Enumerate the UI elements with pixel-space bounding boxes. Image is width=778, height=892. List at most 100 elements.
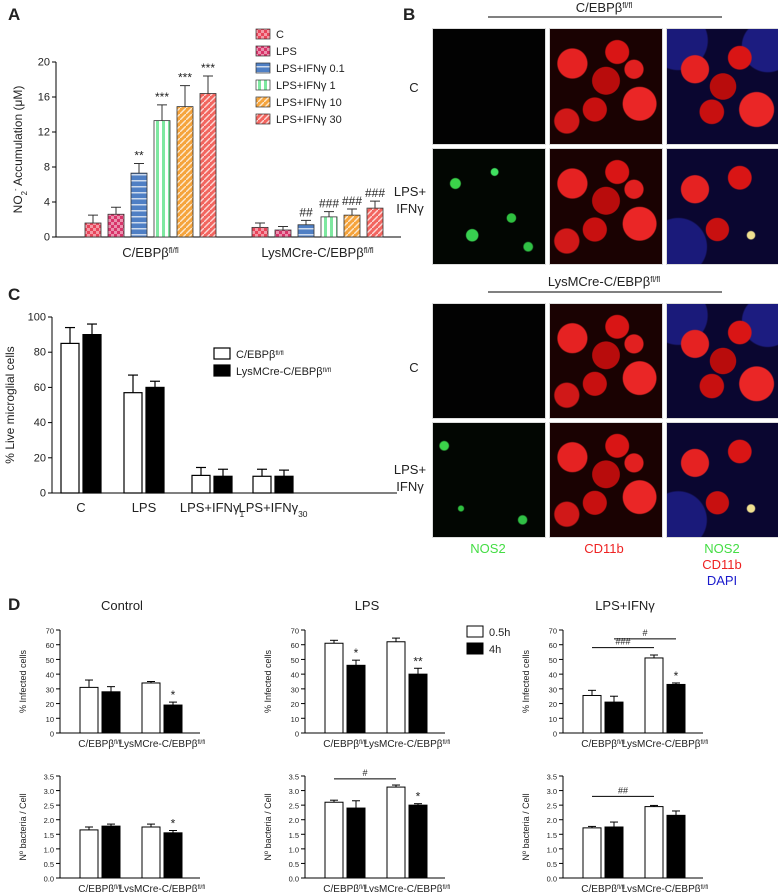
y-tick-label: 0 [40,488,46,500]
category-label: LysMCre-C/EBPβfl/fl [622,884,708,892]
legend-swatch [466,625,484,638]
y-tick-label: 0 [295,730,299,739]
bar-d1-0-1 [141,682,161,734]
micrograph-c-merge-top [666,28,778,145]
y-tick-label: 2.5 [44,802,54,811]
y-tick-label: 1.5 [289,831,299,840]
bar-d2-1-1 [408,673,428,734]
y-tick-label: 2.5 [289,802,299,811]
y-tick-label: 1.0 [44,845,54,854]
y-tick-label: 0.0 [547,875,557,884]
panel-b-header-top: C/EBPβfl/fl [576,0,633,15]
bar-d5-1-0 [346,807,366,879]
y-tick-label: 2.0 [547,816,557,825]
bar-d4-0-0 [79,829,99,879]
y-tick-label: 0 [553,730,557,739]
y-tick-label: 60 [46,641,54,650]
bar-a-0-0 [84,222,102,238]
bar-d1-1-1 [163,704,183,734]
category-label: LPS [132,500,157,515]
category-label: LPS+IFNγ1 [180,500,245,519]
y-tick-label: 20 [549,700,557,709]
y-tick-label: 0 [50,730,54,739]
legend-label: 4h [489,644,501,656]
y-tick-label: 3.5 [547,773,557,782]
row-label-c-bottom: C [409,360,418,375]
y-axis-title: % Live microglial cells [3,346,17,463]
y-tick-label: 100 [28,312,46,324]
panel-letter-d: D [8,595,20,614]
micrograph-c-cd11b-top [549,28,663,145]
y-tick-label: 60 [291,641,299,650]
y-tick-label: 40 [291,671,299,680]
bar-d4-0-1 [141,826,161,879]
bar-d5-0-1 [386,786,406,879]
micrograph-c-cd11b-bottom [549,303,663,419]
y-tick-label: 12 [38,127,50,139]
y-tick-label: 60 [549,641,557,650]
column-label-cd11b: CD11b [584,541,624,556]
bar-a-1-0 [107,213,125,238]
bar-d5-1-1 [408,804,428,879]
micrograph-lps-cd11b-bottom [549,422,663,538]
bar-a-1-1 [274,229,292,238]
bar-c-1-3 [274,475,294,494]
y-tick-label: 50 [291,656,299,665]
bar-d1-0-0 [79,686,99,734]
legend-swatch [255,79,271,91]
bracket-label: ### [615,637,630,647]
y-tick-label: 30 [549,685,557,694]
bar-a-0-1 [251,226,269,238]
category-label: C/EBPβfl/fl [323,884,366,892]
y-tick-label: 0.5 [547,860,557,869]
subplot-title: LPS+IFNγ [595,598,655,613]
y-tick-label: 4 [44,197,50,209]
panel-letter-a: A [8,5,20,24]
y-tick-label: 0 [44,232,50,244]
column-label-dapi: DAPI [707,573,737,588]
category-label: C [76,500,85,515]
category-label: C/EBPβfl/fl [581,884,624,892]
micrograph-c-nos2-top [432,28,546,145]
y-axis-title: Nº bacteria / Cell [18,793,28,860]
legend-swatch [466,642,484,655]
y-tick-label: 3.0 [289,787,299,796]
y-tick-label: 1.0 [547,845,557,854]
y-tick-label: 50 [549,656,557,665]
y-axis-title: % Infected cells [18,649,28,713]
y-axis-title: % Infected cells [521,649,531,713]
legend-label: 0.5h [489,627,510,639]
column-label-cd11b-merge: CD11b [702,557,742,572]
y-tick-label: 20 [46,700,54,709]
y-tick-label: 20 [291,700,299,709]
category-label: C/EBPβfl/fl [78,739,121,750]
y-tick-label: 8 [44,162,50,174]
y-tick-label: 2.5 [547,802,557,811]
significance-label: *** [201,61,215,75]
bar-d5-0-0 [324,801,344,879]
y-tick-label: 80 [34,347,46,359]
y-axis-title: Nº bacteria / Cell [263,793,273,860]
y-tick-label: 2.0 [289,816,299,825]
row-label-ifn-bottom: IFNγ [396,479,424,494]
bar-d6-1-0 [604,826,624,879]
y-tick-label: 1.5 [547,831,557,840]
legend-swatch [213,364,231,377]
category-label: C/EBPβfl/fl [323,739,366,750]
bar-d4-1-1 [163,832,183,879]
bar-d3-0-1 [644,657,664,734]
significance-label: * [354,646,359,660]
y-tick-label: 2.0 [44,816,54,825]
y-tick-label: 40 [34,417,46,429]
y-tick-label: 10 [291,715,299,724]
bar-c-0-1 [123,392,143,494]
legend-label: C [276,29,284,41]
significance-label: *** [155,90,169,104]
category-label: LysMCre-C/EBPβfl/fl [364,739,450,750]
y-tick-label: 50 [46,656,54,665]
bar-a-4-0 [176,106,194,238]
significance-label: * [171,816,176,830]
panel-b-header-bottom: LysMCre-C/EBPβfl/fl [548,274,661,289]
bar-c-0-0 [60,342,80,494]
bar-d1-1-0 [101,691,121,734]
